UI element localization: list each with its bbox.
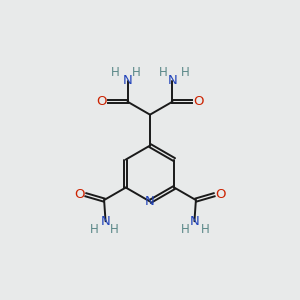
Text: N: N bbox=[145, 195, 155, 208]
Text: O: O bbox=[74, 188, 84, 201]
Text: N: N bbox=[101, 215, 110, 228]
Text: H: H bbox=[181, 223, 190, 236]
Text: H: H bbox=[132, 66, 141, 79]
Text: N: N bbox=[168, 74, 177, 87]
Text: H: H bbox=[159, 66, 168, 79]
Text: O: O bbox=[216, 188, 226, 201]
Text: H: H bbox=[201, 223, 210, 236]
Text: O: O bbox=[96, 95, 107, 108]
Text: O: O bbox=[193, 95, 204, 108]
Text: H: H bbox=[90, 223, 99, 236]
Text: N: N bbox=[190, 215, 199, 228]
Text: N: N bbox=[123, 74, 132, 87]
Text: H: H bbox=[110, 223, 119, 236]
Text: H: H bbox=[111, 66, 120, 79]
Text: H: H bbox=[180, 66, 189, 79]
